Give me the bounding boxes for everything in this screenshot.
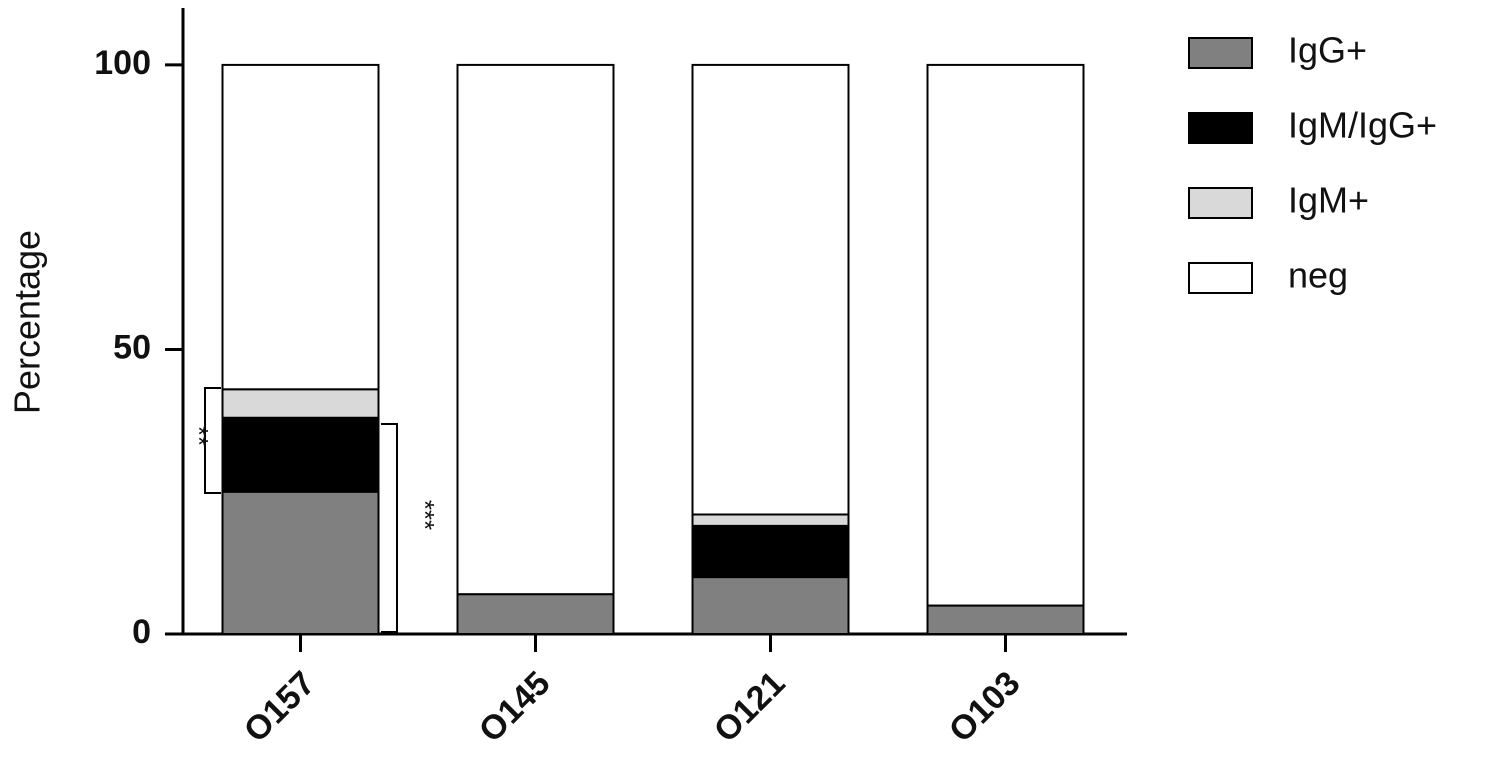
x-tick-label: O121	[707, 664, 793, 750]
bar-segment	[221, 416, 380, 493]
bar-segment	[221, 490, 380, 635]
bar-segment	[691, 524, 850, 579]
legend-label: IgG+	[1288, 30, 1367, 71]
bar-segment	[926, 604, 1085, 636]
legend-label: IgM+	[1288, 180, 1369, 221]
bar-segment	[691, 576, 850, 635]
bar-segment	[221, 63, 380, 391]
legend-label: neg	[1288, 255, 1348, 296]
annotation: **	[184, 426, 214, 446]
y-tick-label: 50	[113, 328, 151, 366]
bar-segment	[691, 63, 850, 516]
x-tick-label: O145	[472, 664, 558, 750]
x-tick-label: O157	[237, 664, 323, 750]
bar-segment	[456, 593, 615, 635]
legend-label: IgM/IgG+	[1288, 105, 1437, 146]
bar-segment	[456, 63, 615, 596]
significance-bracket	[204, 387, 221, 494]
legend-swatch	[1188, 37, 1253, 69]
significance-bracket	[381, 423, 398, 633]
legend-swatch	[1188, 112, 1253, 144]
legend-swatch	[1188, 187, 1253, 219]
bar-segment	[221, 388, 380, 419]
legend-swatch	[1188, 262, 1253, 294]
y-axis-label: Percentage	[7, 230, 48, 414]
bar-segment	[926, 63, 1085, 607]
y-tick-label: 0	[132, 613, 151, 651]
x-tick-label: O103	[942, 664, 1028, 750]
bar-segment	[691, 513, 850, 527]
y-tick-label: 100	[94, 44, 151, 82]
annotation: ***	[410, 500, 440, 530]
